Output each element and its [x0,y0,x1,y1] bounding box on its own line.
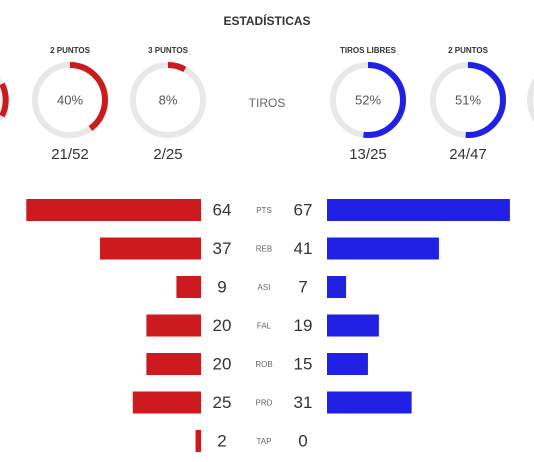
away-bar [327,199,510,221]
ring-percent: 52% [355,92,381,107]
stat-label: PRD [256,399,273,408]
away-bar [327,353,368,375]
ring-arc [32,62,108,138]
away-value: 0 [298,431,307,450]
home-bar [99,237,201,260]
away-bar [327,237,439,260]
away-value: 19 [294,316,313,335]
home-bar [26,199,202,221]
ring-percent: 8% [159,92,178,107]
home-bar [195,430,201,452]
home-bar [146,353,201,375]
ring-made-attempted: 13/25 [349,146,387,163]
home-value: 2 [217,431,226,450]
ring-made-attempted: 2/25 [153,146,182,163]
home-bar [132,391,201,414]
stat-label: ASI [258,283,271,292]
away-value: 41 [294,239,313,258]
away-value: 15 [294,354,313,373]
ring-made-attempted: 21/52 [51,146,89,163]
home-bar [146,314,201,337]
ring-title: TIROS LIBRES [340,46,397,55]
home-bar [176,276,201,298]
ring-track-partial [527,77,534,123]
ring-arc [330,62,406,138]
away-bar [327,314,379,337]
ring-title: 2 PUNTOS [448,46,489,55]
away-bar [327,391,412,414]
stat-label: TAP [257,437,272,446]
title: ESTADÍSTICAS [223,13,310,28]
away-value: 67 [294,200,313,219]
home-value: 20 [213,354,232,373]
home-value: 64 [213,200,232,219]
away-bar [327,276,347,298]
home-value: 37 [213,239,232,258]
stat-label: ROB [255,360,272,369]
ring-title: 2 PUNTOS [50,46,91,55]
ring-title: 3 PUNTOS [148,46,189,55]
away-value: 31 [294,393,313,412]
home-value: 20 [213,316,232,335]
section-label: TIROS [249,96,286,110]
ring-percent: 40% [57,92,83,107]
away-value: 7 [298,277,307,296]
home-value: 25 [213,393,232,412]
stat-label: PTS [256,206,272,215]
ring-arc [430,62,506,138]
ring-arc [130,62,206,138]
ring-made-attempted: 24/47 [449,146,487,163]
stat-label: FAL [257,322,272,331]
ring-arc-partial [0,82,9,118]
stat-label: REB [256,245,272,254]
home-value: 9 [217,277,226,296]
ring-percent: 51% [455,92,481,107]
